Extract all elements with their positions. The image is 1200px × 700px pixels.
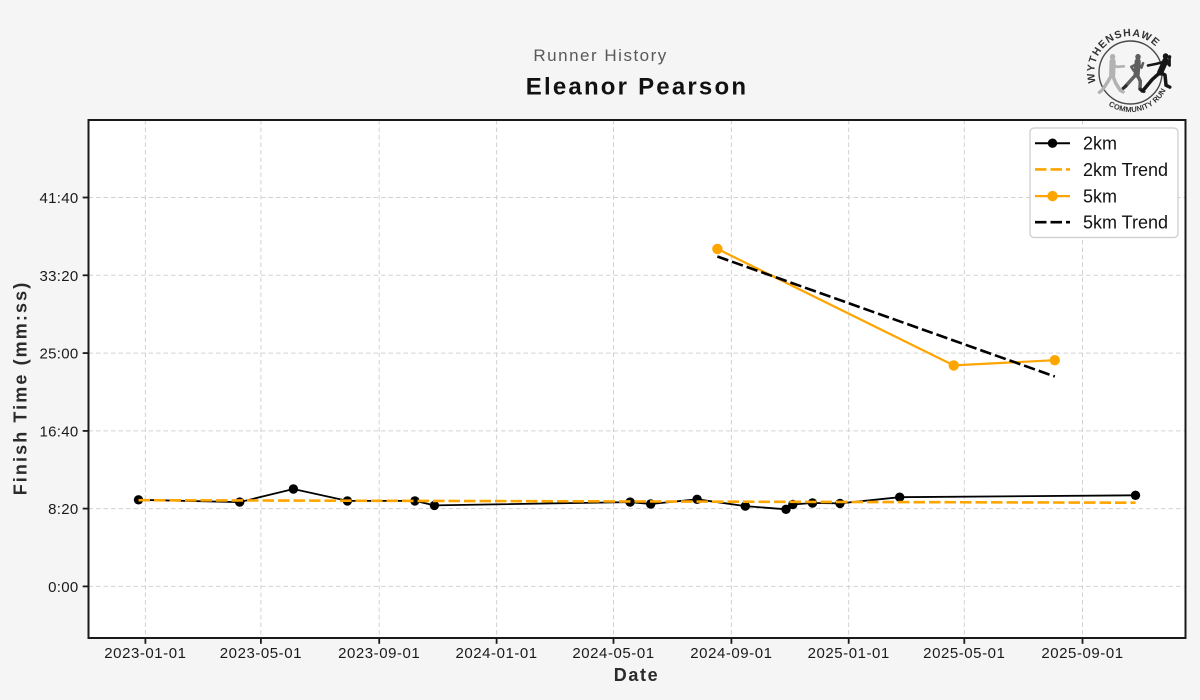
svg-text:2023-01-01: 2023-01-01 — [104, 645, 186, 662]
svg-text:41:40: 41:40 — [39, 190, 78, 207]
svg-text:5km: 5km — [1083, 187, 1117, 207]
svg-text:2km Trend: 2km Trend — [1083, 160, 1168, 180]
svg-text:Runner History: Runner History — [533, 46, 667, 65]
svg-text:2023-05-01: 2023-05-01 — [220, 645, 302, 662]
svg-text:Eleanor Pearson: Eleanor Pearson — [526, 74, 748, 101]
svg-text:Date: Date — [614, 665, 659, 685]
svg-text:2025-09-01: 2025-09-01 — [1041, 645, 1123, 662]
svg-text:33:20: 33:20 — [39, 268, 78, 285]
svg-text:8:20: 8:20 — [48, 501, 78, 518]
svg-text:2024-01-01: 2024-01-01 — [455, 645, 537, 662]
svg-text:2023-09-01: 2023-09-01 — [338, 645, 420, 662]
svg-text:2025-01-01: 2025-01-01 — [808, 645, 890, 662]
svg-text:2km: 2km — [1083, 134, 1117, 154]
svg-text:2024-05-01: 2024-05-01 — [572, 645, 654, 662]
svg-text:2024-09-01: 2024-09-01 — [690, 645, 772, 662]
svg-text:0:00: 0:00 — [48, 579, 78, 596]
svg-text:5km Trend: 5km Trend — [1083, 213, 1168, 233]
svg-text:2025-05-01: 2025-05-01 — [923, 645, 1005, 662]
svg-text:Finish Time (mm:ss): Finish Time (mm:ss) — [11, 281, 31, 496]
svg-text:25:00: 25:00 — [39, 346, 78, 363]
svg-text:16:40: 16:40 — [39, 423, 78, 440]
